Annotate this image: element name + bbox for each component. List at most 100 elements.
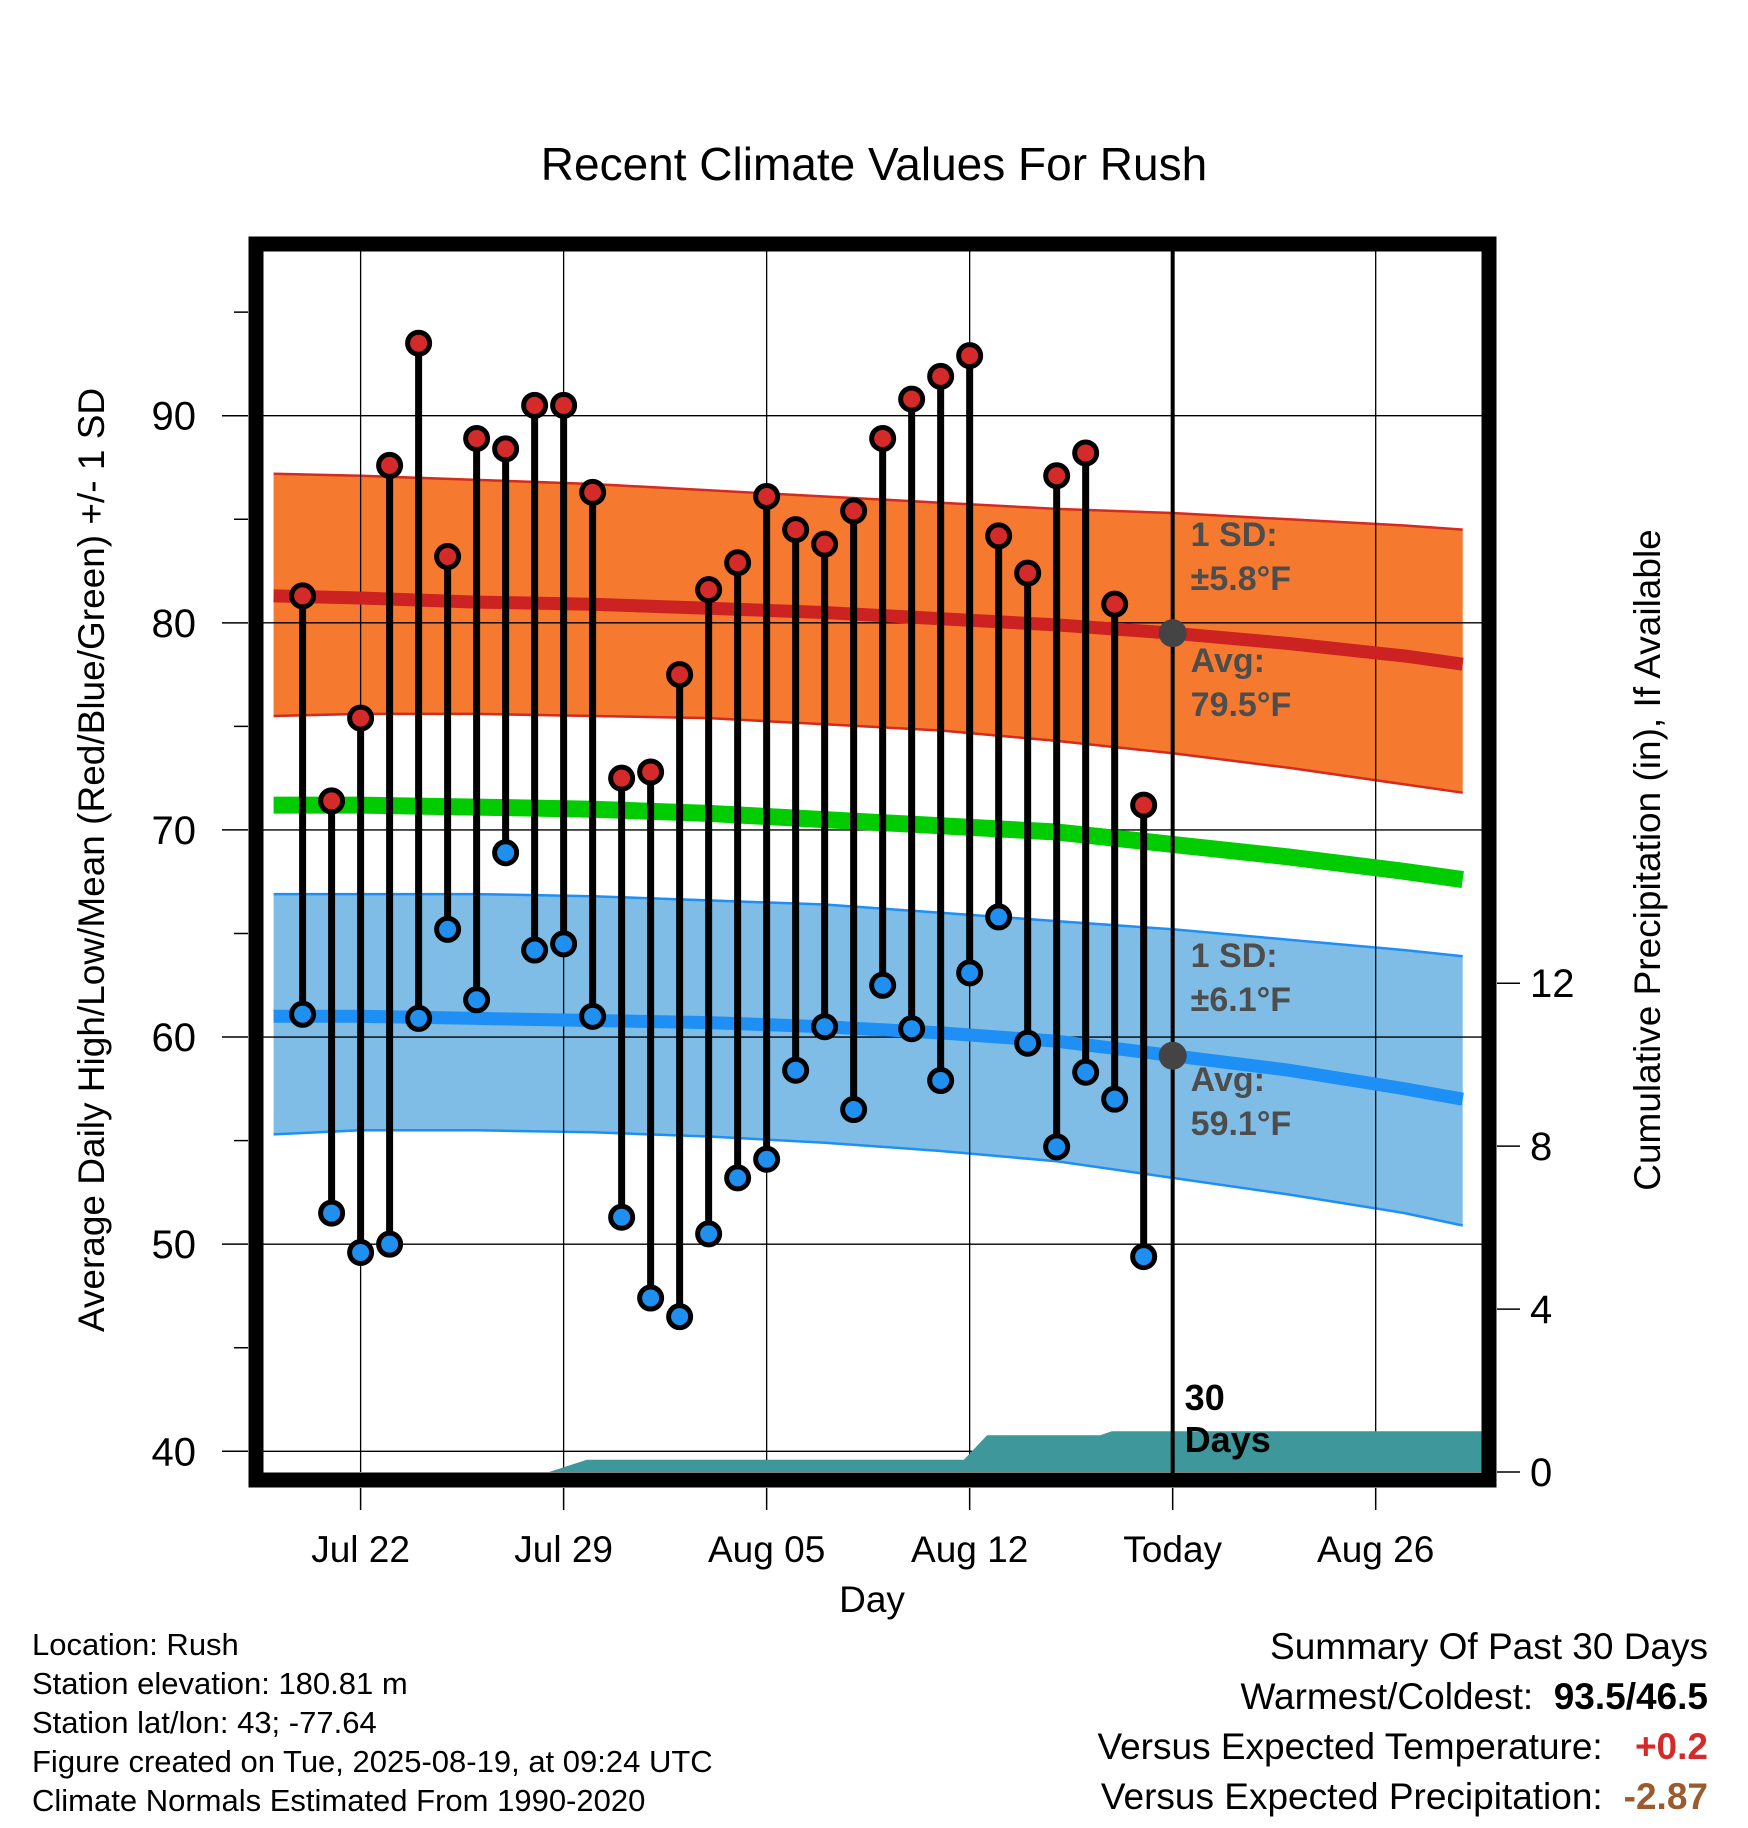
high-avg-value: 79.5°F (1191, 686, 1292, 724)
high-temp-dot (1014, 559, 1042, 587)
high-temp-dot (1101, 590, 1129, 618)
low-temp-dot (318, 1199, 346, 1227)
plot-frame (248, 236, 1497, 1488)
low-avg-label: Avg: (1191, 1061, 1265, 1099)
summary-temp-row: Versus Expected Temperature: +0.2 (1097, 1722, 1708, 1772)
low-temp-dot (695, 1220, 723, 1248)
y2-tick-label: 0 (1530, 1451, 1552, 1495)
x-tick-label: Today (1123, 1529, 1222, 1570)
high-temp-dot (608, 764, 636, 792)
low-temp-dot (985, 903, 1013, 931)
low-temp-dot (347, 1238, 375, 1266)
high-temp-dot (695, 576, 723, 604)
low-temp-dot (289, 1000, 317, 1028)
high-temp-dot (434, 543, 462, 571)
x-tick-label: Aug 12 (911, 1529, 1028, 1570)
high-sd-band (273, 473, 1463, 793)
x-axis-label: Day (839, 1579, 905, 1620)
low-temp-dot (463, 986, 491, 1014)
low-temp-dot (1101, 1085, 1129, 1113)
summary-title: Summary Of Past 30 Days (1270, 1626, 1708, 1667)
high-sd-value: ±5.8°F (1191, 560, 1291, 598)
low-sd-value: ±6.1°F (1191, 981, 1291, 1019)
location-text: Location: Rush (32, 1627, 239, 1662)
high-temp-dot (550, 391, 578, 419)
high-temp-dot (666, 661, 694, 689)
elevation-text: Station elevation: 180.81 m (32, 1666, 408, 1701)
high-temp-dot (782, 516, 810, 544)
y-tick-label: 70 (152, 809, 197, 853)
normals-text: Climate Normals Estimated From 1990-2020 (32, 1783, 646, 1818)
high-temp-dot (637, 758, 665, 786)
low-temp-dot (434, 915, 462, 943)
high-temp-dot (1130, 791, 1158, 819)
high-temp-dot (579, 478, 607, 506)
today-low-avg-dot (1158, 1041, 1187, 1070)
low-temp-dot (956, 959, 984, 987)
high-temp-dot (318, 787, 346, 815)
high-temp-dot (985, 522, 1013, 550)
high-sd-label: 1 SD: (1191, 516, 1278, 554)
high-temp-dot (898, 385, 926, 413)
low-temp-dot (811, 1013, 839, 1041)
low-temp-dot (608, 1203, 636, 1231)
low-temp-dot (1130, 1243, 1158, 1271)
x-tick-label: Jul 22 (311, 1529, 410, 1570)
high-temp-dot (956, 342, 984, 370)
low-temp-dot (1043, 1133, 1071, 1161)
precip-label: Versus Expected Precipitation: (1100, 1776, 1603, 1817)
low-temp-dot (927, 1067, 955, 1095)
chart-title: Recent Climate Values For Rush (541, 138, 1207, 190)
y2-tick-label: 4 (1530, 1288, 1552, 1332)
high-temp-dot (811, 530, 839, 558)
x-tick-label: Aug 05 (708, 1529, 825, 1570)
low-temp-dot (724, 1164, 752, 1192)
y-tick-label: 50 (152, 1223, 197, 1267)
y2-axis-label: Cumulative Precipitation (in), If Availa… (1627, 529, 1668, 1191)
low-temp-dot (1072, 1058, 1100, 1086)
y-tick-label: 40 (152, 1430, 197, 1474)
low-temp-dot (492, 839, 520, 867)
low-sd-lower-edge (273, 1129, 1463, 1227)
x-tick-label: Aug 26 (1317, 1529, 1434, 1570)
low-temp-dot (579, 1002, 607, 1030)
today-window-label-line2: Days (1185, 1419, 1271, 1460)
high-temp-dot (405, 329, 433, 357)
temp-value: +0.2 (1634, 1726, 1708, 1767)
temp-label: Versus Expected Temperature: (1097, 1726, 1603, 1767)
high-temp-dot (1072, 439, 1100, 467)
precip-area (273, 1431, 1483, 1472)
high-temp-dot (347, 704, 375, 732)
high-temp-dot (927, 362, 955, 390)
low-temp-dot (376, 1230, 404, 1258)
summary-precip-row: Versus Expected Precipitation: -2.87 (1097, 1772, 1708, 1822)
low-temp-dot (405, 1004, 433, 1032)
low-temp-dot (840, 1096, 868, 1124)
high-temp-dot (840, 497, 868, 525)
low-sd-label: 1 SD: (1191, 937, 1278, 975)
high-avg-label: Avg: (1191, 642, 1265, 680)
today-high-avg-dot (1158, 619, 1187, 648)
high-temp-dot (869, 424, 897, 452)
low-temp-dot (782, 1056, 810, 1084)
warmest-value: 93.5/46.5 (1553, 1676, 1708, 1717)
summary-warmest-row: Warmest/Coldest: 93.5/46.5 (1097, 1672, 1708, 1722)
y2-tick-label: 12 (1530, 962, 1575, 1006)
precip-value: -2.87 (1623, 1776, 1708, 1817)
high-temp-dot (492, 435, 520, 463)
high-temp-dot (724, 549, 752, 577)
low-avg-line (273, 1009, 1464, 1106)
high-temp-dot (1043, 462, 1071, 490)
today-window-label-line1: 30 (1185, 1377, 1225, 1418)
low-temp-dot (1014, 1029, 1042, 1057)
low-avg-value: 59.1°F (1191, 1105, 1292, 1143)
summary-panel: Summary Of Past 30 Days Warmest/Coldest:… (1097, 1622, 1708, 1822)
y-tick-label: 60 (152, 1016, 197, 1060)
y2-tick-label: 8 (1530, 1125, 1552, 1169)
low-temp-dot (666, 1303, 694, 1331)
station-info: Location: Rush Station elevation: 180.81… (32, 1625, 713, 1820)
low-temp-dot (898, 1015, 926, 1043)
y-tick-label: 80 (152, 602, 197, 646)
y-tick-label: 90 (152, 395, 197, 439)
